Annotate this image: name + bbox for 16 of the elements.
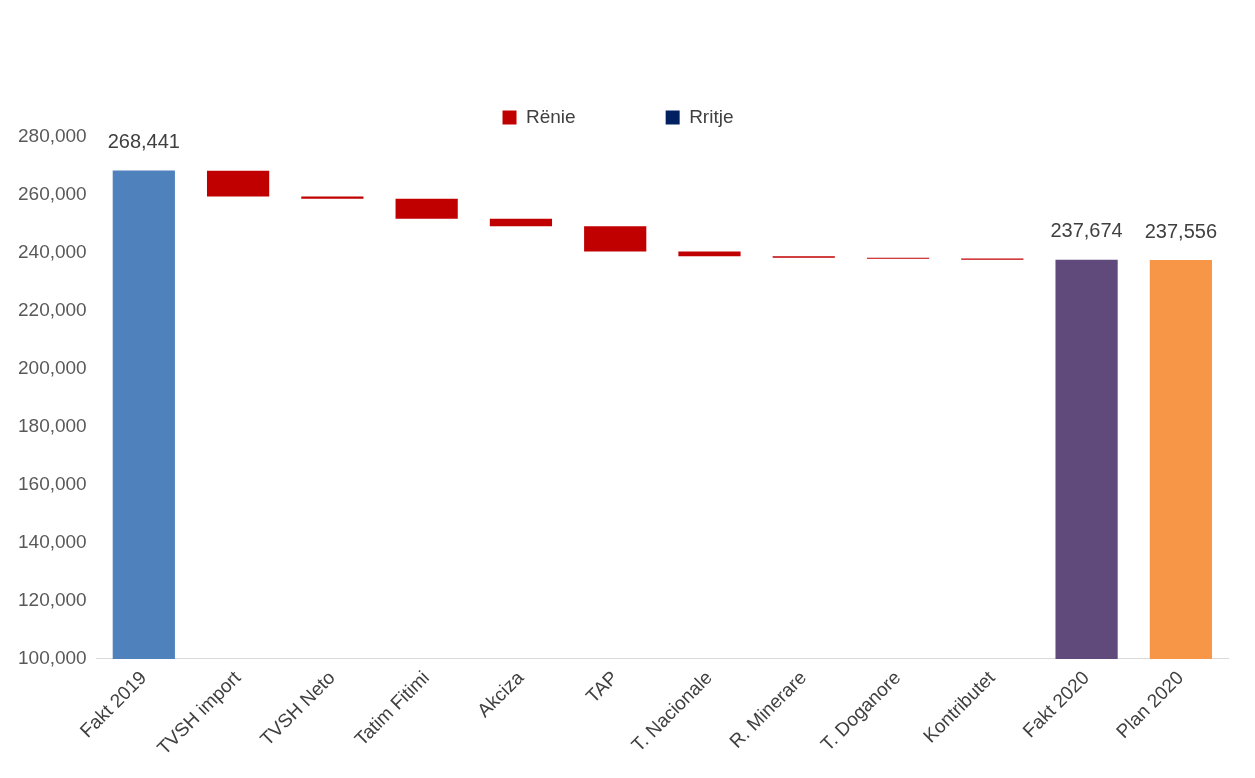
y-tick-label: 120,000 (17, 589, 87, 611)
y-tick-label: 240,000 (17, 241, 87, 263)
y-tick-label: 180,000 (17, 415, 87, 437)
x-tick-label: TAP (581, 666, 622, 707)
y-tick-label: 160,000 (17, 473, 87, 495)
y-tick-label: 140,000 (17, 531, 87, 553)
data-label: 268,441 (107, 130, 180, 153)
y-tick-label: 220,000 (17, 299, 87, 321)
y-tick-label: 100,000 (17, 647, 87, 669)
y-tick-label: 200,000 (17, 357, 87, 379)
y-tick-label: 280,000 (17, 125, 87, 147)
data-label: 237,556 (1144, 219, 1218, 242)
legend-label: Rritje (689, 105, 734, 127)
y-tick-label: 260,000 (17, 183, 87, 205)
legend-label: Rënie (526, 105, 576, 127)
data-label: 237,674 (1050, 219, 1123, 242)
